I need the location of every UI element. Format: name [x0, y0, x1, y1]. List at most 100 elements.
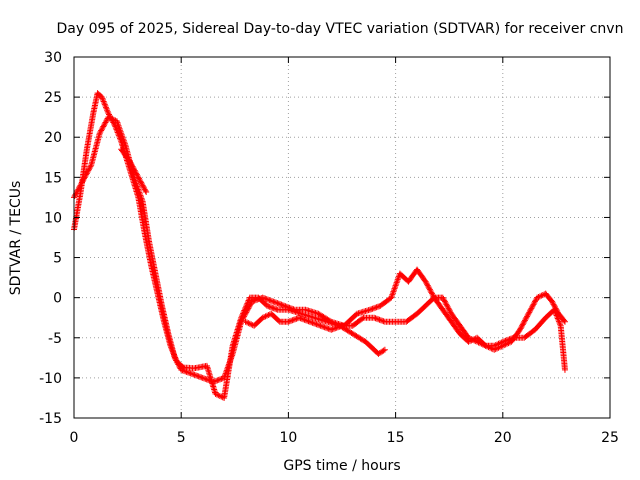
data-point — [372, 315, 379, 322]
data-point — [207, 377, 214, 384]
data-point — [292, 316, 299, 323]
data-point — [126, 158, 133, 165]
data-point — [183, 368, 190, 375]
data-point — [553, 312, 560, 319]
data-point — [108, 115, 115, 122]
data-point — [105, 114, 112, 121]
data-point — [465, 334, 472, 341]
y-tick-label: 30 — [44, 50, 62, 66]
data-point — [300, 316, 307, 323]
data-point — [239, 316, 246, 323]
data-point — [445, 305, 452, 312]
data-point — [140, 183, 147, 190]
data-point — [320, 323, 327, 330]
data-point — [81, 175, 88, 182]
data-point — [282, 303, 289, 310]
data-point — [377, 317, 384, 324]
y-tick-label: 25 — [44, 90, 62, 106]
data-point — [87, 163, 94, 170]
data-point — [180, 367, 187, 374]
data-point — [374, 303, 381, 310]
data-point — [427, 287, 434, 294]
data-point — [297, 315, 304, 322]
data-point — [424, 282, 431, 289]
data-point — [549, 300, 556, 307]
data-point — [267, 297, 274, 304]
y-tick-label: 0 — [53, 291, 62, 307]
data-point — [106, 111, 113, 118]
data-point — [111, 122, 118, 129]
data-point — [127, 159, 134, 166]
data-point — [81, 174, 88, 181]
data-point — [289, 317, 296, 324]
data-point — [200, 375, 207, 382]
data-point — [288, 317, 295, 324]
data-point — [423, 279, 430, 286]
data-point — [286, 304, 293, 311]
data-point — [293, 315, 300, 322]
data-point — [136, 175, 143, 182]
data-point — [104, 107, 111, 114]
y-tick-label: 5 — [53, 251, 62, 267]
data-point — [138, 181, 145, 188]
data-point — [74, 187, 81, 194]
data-point — [263, 296, 270, 303]
data-point — [78, 181, 85, 188]
data-point — [172, 356, 179, 363]
data-point — [178, 366, 185, 373]
data-point — [330, 325, 337, 332]
data-point — [329, 326, 336, 333]
data-point — [203, 376, 210, 383]
data-point — [381, 346, 388, 353]
data-point — [190, 371, 197, 378]
data-point — [270, 305, 277, 312]
data-point — [555, 316, 562, 323]
data-point — [366, 306, 373, 313]
data-point — [176, 364, 183, 371]
data-point — [210, 378, 217, 385]
data-point — [259, 294, 266, 301]
data-point — [214, 377, 221, 384]
data-point — [521, 318, 528, 325]
data-point — [444, 302, 451, 309]
data-point — [99, 95, 106, 102]
data-point — [441, 298, 448, 305]
y-tick-labels: -15 -10 -5 0 5 10 15 20 25 30 — [39, 50, 62, 427]
data-point — [305, 318, 312, 325]
data-point — [129, 163, 136, 170]
data-point — [523, 314, 530, 321]
data-point — [251, 297, 258, 304]
data-point — [551, 308, 558, 315]
data-point — [376, 303, 383, 310]
data-point — [83, 170, 90, 177]
series-track-1 — [71, 90, 388, 401]
data-point — [130, 164, 137, 171]
data-point — [336, 323, 343, 330]
data-point — [250, 298, 257, 305]
y-axis-label: SDTVAR / TECUs — [8, 181, 24, 296]
data-point — [266, 297, 273, 304]
data-point — [309, 319, 316, 326]
data-point — [380, 318, 387, 325]
data-point — [519, 321, 526, 328]
data-point — [72, 191, 79, 198]
data-point — [518, 324, 525, 331]
data-point — [82, 172, 89, 179]
data-point — [256, 295, 263, 302]
y-tick-label: -5 — [48, 331, 62, 347]
data-point — [131, 166, 138, 173]
data-point — [370, 305, 377, 312]
data-point — [475, 339, 482, 346]
data-point — [424, 281, 431, 288]
data-point — [536, 293, 543, 300]
x-tick-label: 5 — [177, 430, 186, 446]
data-point — [369, 305, 376, 312]
data-point — [171, 354, 178, 361]
data-point — [373, 315, 380, 322]
data-point — [317, 322, 324, 329]
data-point — [380, 347, 387, 354]
data-point — [246, 302, 253, 309]
data-point — [491, 342, 498, 349]
data-point — [328, 326, 335, 333]
data-point — [101, 101, 108, 108]
